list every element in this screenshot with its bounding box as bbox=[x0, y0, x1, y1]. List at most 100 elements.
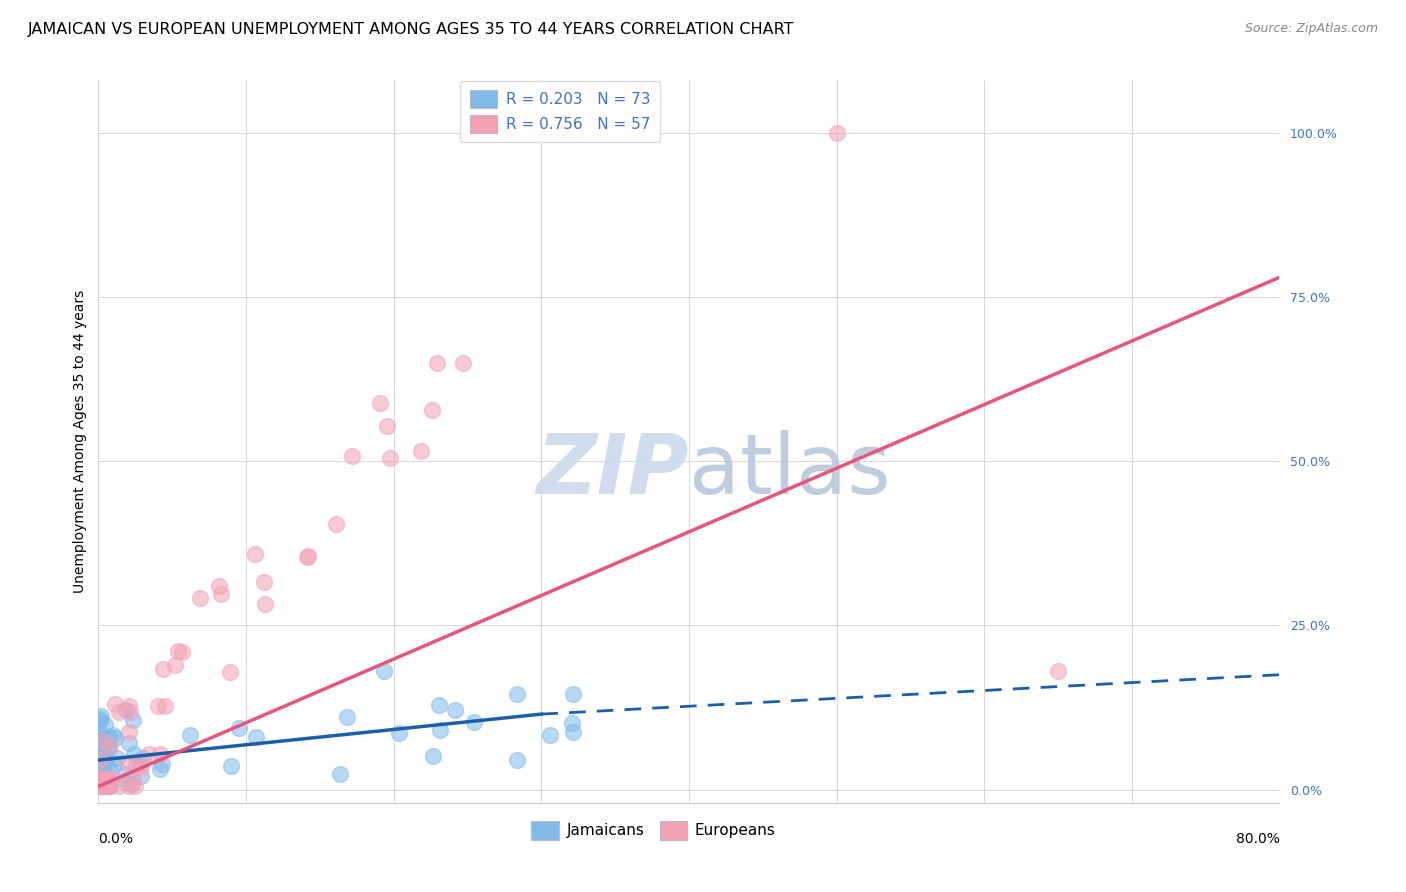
Point bbox=[89, 753, 111, 767]
Point bbox=[91, 780, 114, 794]
Point bbox=[228, 721, 250, 735]
Point bbox=[451, 356, 474, 370]
Point bbox=[172, 644, 194, 658]
Point bbox=[122, 747, 145, 762]
Point bbox=[94, 772, 117, 786]
Text: atlas: atlas bbox=[689, 430, 890, 511]
Text: 80.0%: 80.0% bbox=[1236, 832, 1279, 847]
Point bbox=[208, 579, 231, 593]
Point bbox=[91, 734, 114, 748]
Point bbox=[89, 780, 111, 794]
Point bbox=[89, 773, 111, 788]
Point bbox=[98, 731, 121, 745]
Point bbox=[89, 756, 111, 770]
Point bbox=[101, 771, 124, 785]
Point bbox=[89, 733, 111, 747]
Point bbox=[89, 780, 111, 794]
Point bbox=[426, 356, 449, 370]
Point bbox=[94, 718, 117, 732]
Point bbox=[100, 774, 122, 789]
Point bbox=[131, 751, 153, 765]
Point bbox=[115, 767, 138, 781]
Point bbox=[90, 752, 112, 766]
Point bbox=[129, 769, 152, 783]
Point bbox=[89, 780, 111, 794]
Point bbox=[150, 756, 173, 771]
Point bbox=[429, 723, 451, 737]
Point bbox=[89, 731, 111, 746]
Point bbox=[297, 549, 319, 564]
Point bbox=[104, 731, 127, 746]
Point bbox=[152, 662, 174, 676]
Point bbox=[122, 772, 145, 786]
Point bbox=[90, 750, 112, 764]
Point bbox=[90, 772, 112, 787]
Point bbox=[89, 741, 111, 756]
Point bbox=[562, 725, 585, 739]
Point bbox=[149, 762, 172, 776]
Point bbox=[89, 770, 111, 784]
Point bbox=[89, 780, 111, 794]
Point bbox=[463, 714, 485, 729]
Point bbox=[89, 780, 111, 794]
Point bbox=[97, 780, 120, 794]
Point bbox=[98, 739, 121, 754]
Text: ZIP: ZIP bbox=[536, 430, 689, 511]
Point bbox=[120, 705, 142, 719]
Point bbox=[91, 779, 114, 793]
Point bbox=[219, 759, 242, 773]
Point bbox=[375, 419, 398, 434]
Point bbox=[107, 705, 129, 719]
Point bbox=[427, 698, 450, 712]
Point bbox=[253, 597, 276, 611]
Point bbox=[104, 697, 127, 711]
Point bbox=[89, 768, 111, 782]
Point bbox=[117, 756, 139, 771]
Point bbox=[420, 403, 443, 417]
Point bbox=[149, 747, 172, 761]
Point bbox=[93, 777, 115, 791]
Point bbox=[97, 739, 120, 754]
Point bbox=[188, 591, 211, 605]
Point bbox=[91, 780, 114, 794]
Point bbox=[115, 703, 138, 717]
Point bbox=[124, 780, 146, 794]
Point bbox=[94, 780, 117, 794]
Point bbox=[118, 736, 141, 750]
Point bbox=[93, 756, 115, 771]
Point bbox=[329, 767, 352, 781]
Text: 0.0%: 0.0% bbox=[98, 832, 134, 847]
Point bbox=[97, 780, 120, 794]
Point bbox=[90, 780, 112, 794]
Point bbox=[91, 761, 114, 775]
Point bbox=[89, 764, 111, 778]
Point bbox=[91, 733, 114, 747]
Point bbox=[340, 449, 363, 463]
Point bbox=[155, 698, 177, 713]
Point bbox=[561, 716, 583, 731]
Legend: Jamaicans, Europeans: Jamaicans, Europeans bbox=[526, 815, 782, 846]
Point bbox=[146, 698, 169, 713]
Point bbox=[422, 749, 444, 764]
Point bbox=[295, 550, 318, 565]
Point bbox=[122, 713, 145, 727]
Point bbox=[89, 741, 111, 756]
Point bbox=[506, 687, 529, 701]
Point bbox=[89, 714, 111, 728]
Point bbox=[373, 665, 395, 679]
Point bbox=[167, 644, 190, 658]
Text: Source: ZipAtlas.com: Source: ZipAtlas.com bbox=[1244, 22, 1378, 36]
Point bbox=[94, 780, 117, 794]
Point bbox=[138, 747, 160, 762]
Point bbox=[368, 395, 391, 409]
Point bbox=[97, 741, 120, 756]
Point bbox=[98, 780, 121, 794]
Point bbox=[93, 780, 115, 794]
Point bbox=[336, 710, 359, 724]
Point bbox=[245, 730, 267, 744]
Point bbox=[388, 726, 411, 740]
Y-axis label: Unemployment Among Ages 35 to 44 years: Unemployment Among Ages 35 to 44 years bbox=[73, 290, 87, 593]
Point bbox=[125, 758, 148, 772]
Point bbox=[825, 126, 848, 140]
Point bbox=[101, 728, 124, 742]
